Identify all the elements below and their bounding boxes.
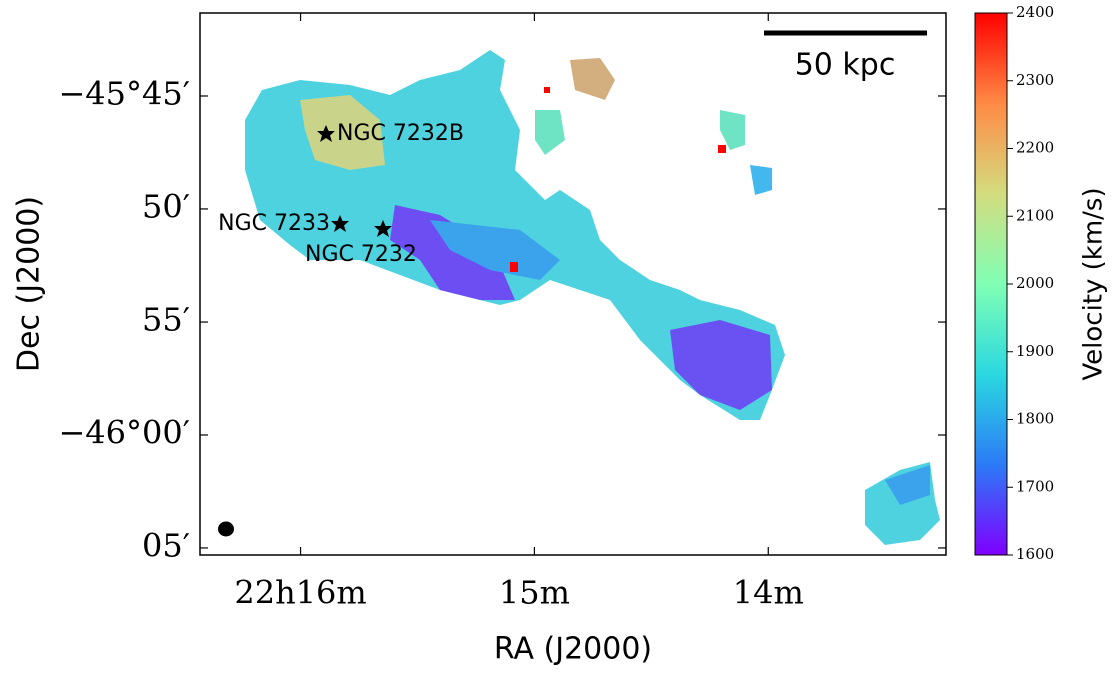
y-tick-label: 50′: [142, 187, 190, 225]
plot-frame: [199, 12, 947, 556]
emission-region: [510, 262, 518, 272]
x-tick-label: 22h16m: [234, 574, 366, 612]
colorbar-label: Velocity (km/s): [1079, 187, 1109, 380]
annotation: NGC 7232B: [337, 121, 464, 146]
beam: [218, 521, 234, 537]
emission-region: [570, 58, 615, 100]
colorbar-tick-label: 1800: [1016, 410, 1054, 428]
colorbar-tick-label: 2400: [1016, 3, 1054, 21]
y-tick-label: −45°45′: [58, 74, 190, 112]
colorbar-tick-label: 1700: [1016, 477, 1054, 495]
x-tick-label: 15m: [499, 574, 570, 612]
star-marker: [331, 215, 349, 232]
y-axis-label: Dec (J2000): [12, 196, 47, 372]
emission-region: [390, 205, 515, 300]
axes: 22h16m 15m 14m −45°45′ 50′ 55′ −46°00′ 05′ 1600 1…: [58, 3, 1054, 612]
emission-region: [720, 110, 745, 150]
emission-region: [885, 465, 930, 505]
y-tick-label: 55′: [142, 301, 190, 339]
colorbar-tick-label: 2300: [1016, 71, 1054, 89]
x-axis-label: RA (J2000): [494, 632, 652, 667]
y-tick-label: −46°00′: [58, 413, 190, 451]
emission-region: [430, 220, 560, 280]
emission-region: [670, 320, 772, 410]
colorbar-tick-label: 2000: [1016, 274, 1054, 292]
colorbar-tick-label: 1600: [1016, 545, 1054, 563]
velocity-map: [245, 50, 940, 545]
emission-region: [544, 87, 550, 93]
annotation: NGC 7233: [218, 211, 330, 236]
y-tick-label: 05′: [142, 526, 190, 564]
x-tick-label: 14m: [733, 574, 804, 612]
emission-region: [750, 165, 772, 195]
colorbar-tick-label: 1900: [1016, 342, 1054, 360]
annotation: 50 kpc: [795, 48, 896, 83]
star-marker: [374, 220, 392, 237]
star-marker: [317, 125, 335, 142]
colorbar: [974, 12, 1008, 556]
annotation: NGC 7232: [305, 242, 417, 267]
emission-region: [300, 95, 385, 170]
emission-region: [535, 110, 565, 155]
colorbar-tick-label: 2200: [1016, 139, 1054, 157]
colorbar-tick-label: 2100: [1016, 206, 1054, 224]
emission-region: [718, 145, 726, 153]
